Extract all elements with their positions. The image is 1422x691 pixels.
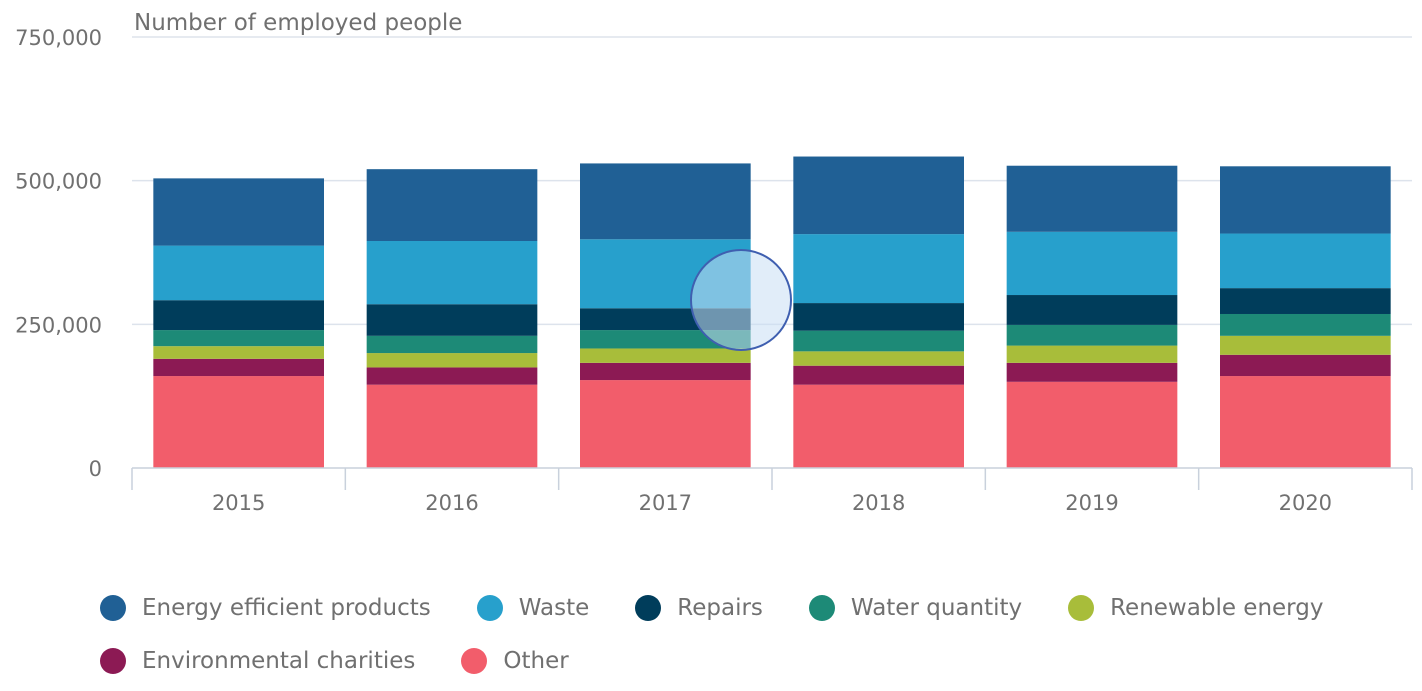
legend-item-water-quantity[interactable]: Water quantity (808, 595, 1023, 621)
bar-segment-energy-efficient-products[interactable] (153, 178, 324, 246)
bar-segment-water-quantity[interactable] (1220, 313, 1391, 336)
x-axis: 2015 2016 2017 2018 2019 2020 (131, 467, 1413, 515)
mouse-cursor-highlight (690, 249, 792, 351)
bar-segment-renewable-energy[interactable] (793, 351, 964, 366)
bar-segment-other[interactable] (366, 384, 538, 468)
bar-segment-environmental-charities[interactable] (793, 365, 964, 385)
legend-row-1: Energy efficient products Waste Repairs … (100, 585, 1400, 631)
legend-swatch-icon (461, 648, 488, 674)
legend-item-energy-efficient-products[interactable]: Energy efficient products (100, 595, 431, 621)
x-tick-label: 2015 (212, 491, 265, 515)
bar-stack-2018[interactable] (793, 156, 964, 468)
legend-label: Energy efficient products (142, 595, 431, 621)
x-tick-label: 2017 (639, 491, 692, 515)
bar-segment-repairs[interactable] (1006, 295, 1178, 325)
legend-swatch-icon (100, 595, 126, 621)
bar-segment-renewable-energy[interactable] (580, 348, 751, 363)
y-tick-label: 0 (89, 457, 102, 481)
bar-segment-energy-efficient-products[interactable] (366, 169, 538, 242)
bar-segment-environmental-charities[interactable] (1006, 362, 1178, 382)
legend-label: Water quantity (850, 595, 1023, 621)
legend-item-waste[interactable]: Waste (476, 595, 590, 621)
bar-segment-other[interactable] (1220, 376, 1391, 468)
bar-segment-environmental-charities[interactable] (580, 362, 751, 381)
bar-segment-renewable-energy[interactable] (366, 353, 538, 368)
bar-stack-2016[interactable] (366, 169, 538, 468)
bar-stack-2015[interactable] (153, 178, 324, 468)
bar-segment-other[interactable] (1006, 381, 1178, 468)
legend-item-repairs[interactable]: Repairs (635, 595, 763, 621)
bar-segment-waste[interactable] (1006, 231, 1178, 296)
legend-label: Other (503, 648, 569, 674)
y-axis: 0 250,000 500,000 750,000 (15, 26, 102, 481)
legend-row-2: Environmental charities Other (100, 638, 1400, 684)
bar-stack-2020[interactable] (1220, 166, 1391, 468)
legend-item-other[interactable]: Other (461, 648, 569, 674)
legend-swatch-icon (1068, 595, 1095, 621)
bar-stack-2019[interactable] (1006, 165, 1178, 468)
y-tick-label: 500,000 (15, 170, 102, 194)
x-tick-label: 2018 (852, 491, 905, 515)
bar-segment-other[interactable] (153, 376, 324, 468)
legend-label: Renewable energy (1110, 595, 1324, 621)
bar-segment-waste[interactable] (1220, 233, 1391, 289)
chart-title: Number of employed people (134, 10, 462, 36)
bar-segment-renewable-energy[interactable] (153, 346, 324, 359)
bar-segment-waste[interactable] (793, 234, 964, 304)
legend-item-renewable-energy[interactable]: Renewable energy (1068, 595, 1323, 621)
legend-label: Repairs (677, 595, 763, 621)
bar-segment-other[interactable] (580, 380, 751, 468)
legend-swatch-icon (808, 595, 835, 621)
legend-label: Waste (518, 595, 590, 621)
bar-segment-water-quantity[interactable] (153, 330, 324, 347)
legend: Energy efficient products Waste Repairs … (100, 585, 1400, 691)
legend-item-environmental-charities[interactable]: Environmental charities (100, 648, 415, 674)
bar-segment-waste[interactable] (366, 241, 538, 305)
bar-segment-water-quantity[interactable] (1006, 324, 1178, 346)
x-tick-label: 2016 (425, 491, 478, 515)
legend-label: Environmental charities (142, 648, 416, 674)
bar-segment-energy-efficient-products[interactable] (1006, 165, 1178, 232)
bar-segment-repairs[interactable] (793, 303, 964, 331)
y-tick-label: 250,000 (15, 313, 102, 337)
bar-segment-repairs[interactable] (366, 304, 538, 336)
bar-segment-renewable-energy[interactable] (1006, 345, 1178, 363)
bar-segment-environmental-charities[interactable] (366, 367, 538, 385)
x-tick-label: 2020 (1279, 491, 1332, 515)
bar-segment-repairs[interactable] (153, 300, 324, 331)
bar-segment-environmental-charities[interactable] (1220, 354, 1391, 377)
bar-segment-energy-efficient-products[interactable] (1220, 166, 1391, 234)
bar-segment-water-quantity[interactable] (793, 330, 964, 352)
bar-segment-renewable-energy[interactable] (1220, 335, 1391, 355)
legend-swatch-icon (476, 595, 503, 621)
bar-segment-other[interactable] (793, 384, 964, 468)
legend-swatch-icon (100, 648, 126, 674)
bar-segment-environmental-charities[interactable] (153, 358, 324, 377)
bar-segment-waste[interactable] (153, 245, 324, 301)
y-tick-label: 750,000 (15, 26, 102, 50)
bar-segment-water-quantity[interactable] (366, 335, 538, 354)
x-tick-label: 2019 (1065, 491, 1118, 515)
bar-segment-energy-efficient-products[interactable] (793, 156, 964, 235)
legend-swatch-icon (635, 595, 662, 621)
bar-segment-repairs[interactable] (1220, 288, 1391, 314)
bar-segment-energy-efficient-products[interactable] (580, 163, 751, 240)
